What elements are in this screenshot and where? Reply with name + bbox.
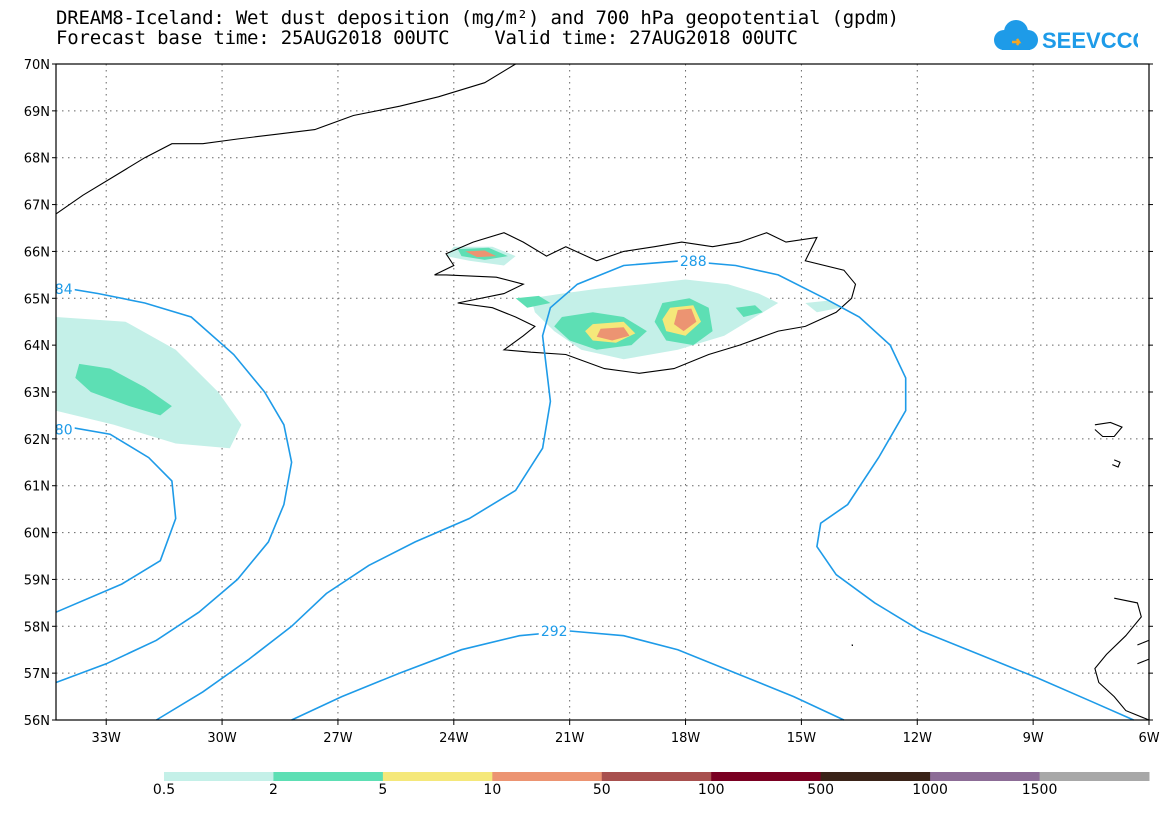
- lat-tick-label: 63N: [24, 386, 50, 401]
- dust-area: [56, 317, 242, 449]
- seevccc-logo: SEEVCCC: [994, 20, 1138, 53]
- legend-label: 500: [807, 782, 835, 798]
- lon-tick-label: 24W: [439, 731, 469, 746]
- coastline: [1137, 639, 1150, 665]
- dust-area: [674, 308, 697, 332]
- lon-tick-label: 30W: [207, 731, 237, 746]
- geopotential-contour: [55, 424, 177, 613]
- dust-deposition-fields: [56, 246, 840, 449]
- lat-tick-label: 62N: [24, 433, 50, 448]
- coastlines: [55, 63, 1150, 721]
- geopotential-contour: [55, 285, 293, 684]
- contour-label-bg: [677, 252, 709, 268]
- contour-label-bg: [52, 280, 75, 296]
- lat-tick-label: 64N: [24, 339, 50, 354]
- contour-labels: 292 288 84 80: [52, 252, 709, 640]
- legend-label: 1000: [912, 782, 948, 798]
- legend-label: 100: [697, 782, 725, 798]
- logo-text: SEEVCCC: [1042, 28, 1138, 53]
- lat-tick-label: 66N: [24, 245, 50, 260]
- lat-tick-label: 67N: [24, 199, 50, 214]
- legend-label: 50: [592, 782, 611, 798]
- contour-label: 84: [55, 282, 73, 298]
- dust-area: [596, 327, 630, 341]
- geopotential-contour: [155, 259, 1134, 721]
- dust-area: [515, 295, 551, 308]
- contour-label: 80: [55, 422, 73, 438]
- lon-tick-label: 33W: [92, 731, 122, 746]
- legend-label: 2: [268, 782, 278, 798]
- lat-tick-label: 61N: [24, 480, 50, 495]
- dust-area: [465, 250, 497, 258]
- legend-label: 10: [483, 782, 502, 798]
- lat-tick-label: 57N: [24, 667, 50, 682]
- lon-tick-label: 12W: [903, 731, 933, 746]
- lon-tick-label: 18W: [671, 731, 701, 746]
- contour-label-bg: [52, 421, 75, 437]
- lon-tick-label: 9W: [1023, 731, 1044, 746]
- dust-area: [805, 300, 840, 313]
- lon-tick-label: 27W: [323, 731, 353, 746]
- lon-tick-label: 15W: [787, 731, 817, 746]
- lat-tick-label: 60N: [24, 527, 50, 542]
- contour-label: 288: [680, 254, 707, 270]
- lat-tick-label: 65N: [24, 292, 50, 307]
- legend-label: 1500: [1021, 782, 1058, 798]
- contour-label-bg: [538, 622, 570, 638]
- legend-label: 0.5: [152, 782, 176, 798]
- coastline: [851, 644, 853, 646]
- lat-tick-label: 58N: [24, 620, 50, 635]
- title-line-2: Forecast base time: 25AUG2018 00UTC Vali…: [56, 27, 798, 49]
- graticule: [56, 64, 1149, 720]
- lat-tick-label: 68N: [24, 152, 50, 167]
- lat-tick-label: 70N: [24, 58, 50, 73]
- coastline: [1094, 421, 1123, 438]
- dust-area: [75, 363, 172, 416]
- contour-label: 292: [541, 624, 568, 640]
- lon-tick-label: 21W: [555, 731, 585, 746]
- coastline: [1094, 597, 1150, 721]
- geopotential-contour: [291, 630, 845, 721]
- lat-tick-label: 56N: [24, 714, 50, 729]
- legend-label: 5: [378, 782, 388, 798]
- lat-tick-label: 59N: [24, 573, 50, 588]
- coastline: [1112, 459, 1121, 468]
- dust-area: [735, 305, 763, 317]
- cloud-icon: [994, 20, 1038, 50]
- title-line-1: DREAM8-Iceland: Wet dust deposition (mg/…: [56, 7, 899, 29]
- coastline: [55, 63, 516, 215]
- lon-tick-label: 6W: [1138, 731, 1159, 746]
- axis-ticks: 70N 69N 68N 67N 66N 65N 64N 63N 62N 61N 60N 59N 58N 5…: [24, 58, 1160, 746]
- lat-tick-label: 69N: [24, 105, 50, 120]
- coastline: [434, 232, 857, 374]
